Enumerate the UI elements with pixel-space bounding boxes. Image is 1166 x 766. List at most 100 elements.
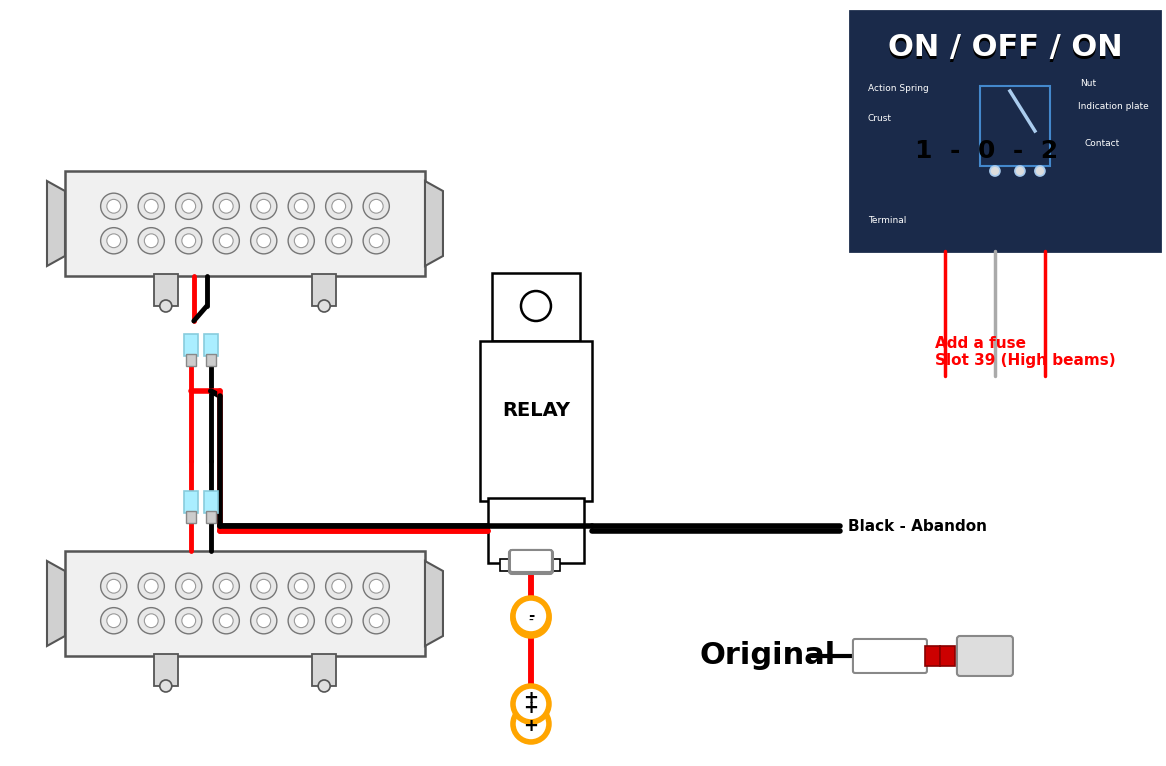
- Bar: [154, 274, 177, 306]
- Text: Original: Original: [700, 641, 836, 670]
- Text: Nut: Nut: [1080, 79, 1096, 88]
- Circle shape: [176, 193, 202, 219]
- Circle shape: [213, 573, 239, 599]
- FancyBboxPatch shape: [854, 639, 927, 673]
- Circle shape: [990, 166, 1000, 176]
- Text: Black - Abandon: Black - Abandon: [848, 519, 986, 535]
- Polygon shape: [424, 181, 443, 266]
- Bar: [979, 86, 1049, 166]
- Circle shape: [294, 614, 308, 627]
- Circle shape: [325, 193, 352, 219]
- Circle shape: [257, 199, 271, 213]
- Bar: [205, 354, 216, 366]
- Bar: [538, 559, 560, 571]
- Circle shape: [363, 228, 389, 254]
- Circle shape: [370, 579, 384, 593]
- Circle shape: [182, 199, 196, 213]
- FancyBboxPatch shape: [510, 550, 553, 574]
- Circle shape: [513, 598, 549, 634]
- Circle shape: [138, 228, 164, 254]
- Circle shape: [288, 573, 315, 599]
- Circle shape: [288, 607, 315, 633]
- Circle shape: [100, 573, 127, 599]
- Circle shape: [138, 607, 164, 633]
- Circle shape: [288, 193, 315, 219]
- Text: +: +: [524, 689, 539, 707]
- Circle shape: [332, 234, 345, 247]
- Circle shape: [363, 193, 389, 219]
- Circle shape: [521, 291, 552, 321]
- Circle shape: [182, 234, 196, 247]
- Circle shape: [176, 573, 202, 599]
- Circle shape: [257, 614, 271, 627]
- Bar: [492, 273, 580, 341]
- Circle shape: [138, 573, 164, 599]
- Circle shape: [1035, 166, 1045, 176]
- Polygon shape: [47, 561, 65, 646]
- Circle shape: [182, 614, 196, 627]
- Circle shape: [182, 579, 196, 593]
- Circle shape: [145, 579, 159, 593]
- Circle shape: [160, 680, 171, 692]
- Bar: [500, 559, 522, 571]
- Bar: [154, 654, 177, 686]
- Circle shape: [160, 300, 171, 312]
- Circle shape: [251, 193, 276, 219]
- Text: -: -: [528, 614, 533, 628]
- Circle shape: [251, 228, 276, 254]
- Circle shape: [332, 614, 345, 627]
- Circle shape: [513, 706, 549, 742]
- Circle shape: [294, 199, 308, 213]
- Circle shape: [513, 686, 549, 722]
- Text: Indication plate: Indication plate: [1077, 102, 1149, 111]
- Bar: [65, 551, 424, 656]
- Text: 1  -  0  -  2: 1 - 0 - 2: [915, 139, 1059, 163]
- Circle shape: [145, 234, 159, 247]
- Circle shape: [257, 234, 271, 247]
- Circle shape: [107, 579, 120, 593]
- Text: Add a fuse
Slot 39 (High beams): Add a fuse Slot 39 (High beams): [935, 336, 1116, 368]
- Circle shape: [294, 234, 308, 247]
- Text: +: +: [524, 699, 539, 717]
- Circle shape: [325, 573, 352, 599]
- Circle shape: [100, 228, 127, 254]
- Circle shape: [219, 199, 233, 213]
- Circle shape: [318, 680, 330, 692]
- Circle shape: [1014, 166, 1025, 176]
- Text: -: -: [528, 608, 534, 624]
- Bar: [65, 171, 424, 276]
- Circle shape: [251, 607, 276, 633]
- Circle shape: [107, 234, 120, 247]
- Bar: [184, 334, 198, 356]
- Text: Contact: Contact: [1084, 139, 1121, 148]
- Circle shape: [145, 614, 159, 627]
- Circle shape: [363, 573, 389, 599]
- Circle shape: [294, 579, 308, 593]
- Circle shape: [325, 607, 352, 633]
- Circle shape: [251, 573, 276, 599]
- Circle shape: [176, 607, 202, 633]
- Circle shape: [370, 614, 384, 627]
- Circle shape: [257, 579, 271, 593]
- Text: Action Spring: Action Spring: [868, 84, 928, 93]
- Circle shape: [288, 228, 315, 254]
- Circle shape: [107, 199, 120, 213]
- Bar: [185, 511, 196, 523]
- Circle shape: [318, 300, 330, 312]
- Text: +: +: [524, 717, 539, 735]
- Text: ON / OFF / ON: ON / OFF / ON: [887, 36, 1122, 65]
- Bar: [487, 498, 584, 563]
- Circle shape: [176, 228, 202, 254]
- Circle shape: [100, 607, 127, 633]
- Bar: [184, 491, 198, 513]
- Bar: [312, 274, 336, 306]
- Circle shape: [213, 607, 239, 633]
- Circle shape: [370, 199, 384, 213]
- Circle shape: [145, 199, 159, 213]
- Circle shape: [107, 614, 120, 627]
- Polygon shape: [47, 181, 65, 266]
- Bar: [205, 511, 216, 523]
- Bar: [925, 646, 940, 666]
- Circle shape: [219, 234, 233, 247]
- Circle shape: [332, 199, 345, 213]
